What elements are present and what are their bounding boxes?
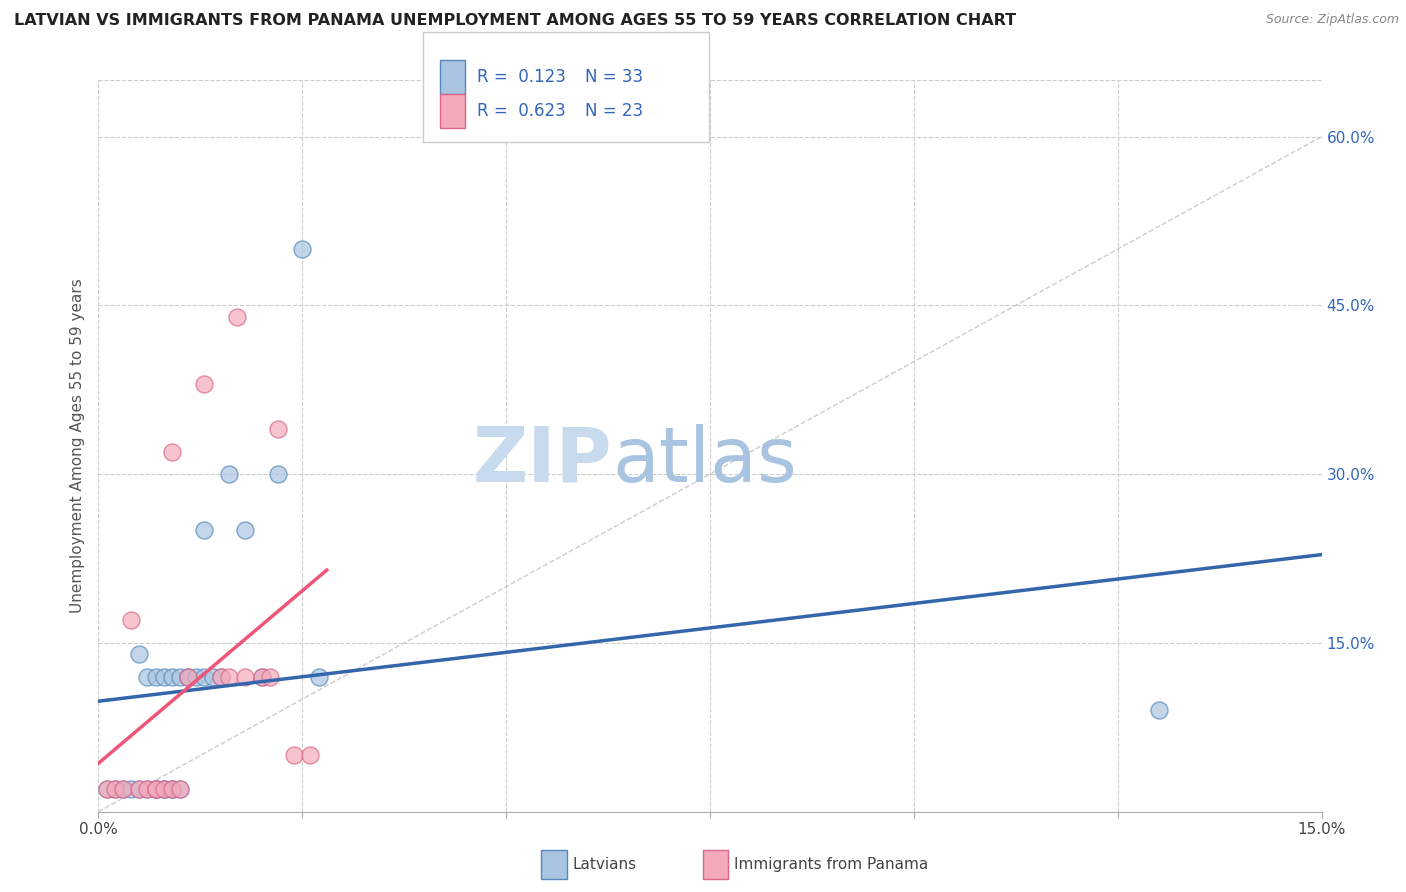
Point [177,670,200,684]
Point [267,422,290,436]
Point [218,467,240,482]
Text: R =  0.623: R = 0.623 [477,102,565,120]
Point [193,377,215,392]
Point [226,310,249,324]
Point [308,670,330,684]
Point [160,782,183,797]
Point [111,782,134,797]
Point [233,670,256,684]
Point [145,782,167,797]
Point [186,670,208,684]
Point [145,782,167,797]
Point [145,670,167,684]
Point [145,782,167,797]
Point [267,467,290,482]
Point [136,670,159,684]
Point [1147,703,1170,717]
Point [250,670,273,684]
Point [111,782,134,797]
Point [160,782,183,797]
Point [233,524,256,538]
Text: Latvians: Latvians [572,857,637,871]
Point [291,242,314,256]
Point [259,670,281,684]
Point [152,670,174,684]
Point [104,782,127,797]
Text: ZIP: ZIP [472,424,612,498]
Point [193,524,215,538]
Point [152,782,174,797]
Text: atlas: atlas [612,424,797,498]
Point [209,670,232,684]
Point [120,782,142,797]
Point [169,670,191,684]
Text: R =  0.123: R = 0.123 [477,68,565,86]
Point [128,647,150,661]
Point [169,782,191,797]
Point [283,748,305,763]
Point [250,670,273,684]
Point [120,614,142,628]
Point [209,670,232,684]
Point [128,782,150,797]
Point [218,670,240,684]
Point [152,782,174,797]
Text: Source: ZipAtlas.com: Source: ZipAtlas.com [1265,13,1399,27]
Point [96,782,118,797]
Text: N = 23: N = 23 [585,102,643,120]
Point [201,670,224,684]
Point [299,748,322,763]
Text: LATVIAN VS IMMIGRANTS FROM PANAMA UNEMPLOYMENT AMONG AGES 55 TO 59 YEARS CORRELA: LATVIAN VS IMMIGRANTS FROM PANAMA UNEMPL… [14,13,1017,29]
Point [193,670,215,684]
Point [136,782,159,797]
Point [128,782,150,797]
Point [145,782,167,797]
Point [177,670,200,684]
Y-axis label: Unemployment Among Ages 55 to 59 years: Unemployment Among Ages 55 to 59 years [69,278,84,614]
Point [160,444,183,458]
Point [169,782,191,797]
Text: N = 33: N = 33 [585,68,643,86]
Point [177,670,200,684]
Point [160,670,183,684]
Point [96,782,118,797]
Point [152,782,174,797]
Point [160,782,183,797]
Point [136,782,159,797]
Text: Immigrants from Panama: Immigrants from Panama [734,857,928,871]
Point [104,782,127,797]
